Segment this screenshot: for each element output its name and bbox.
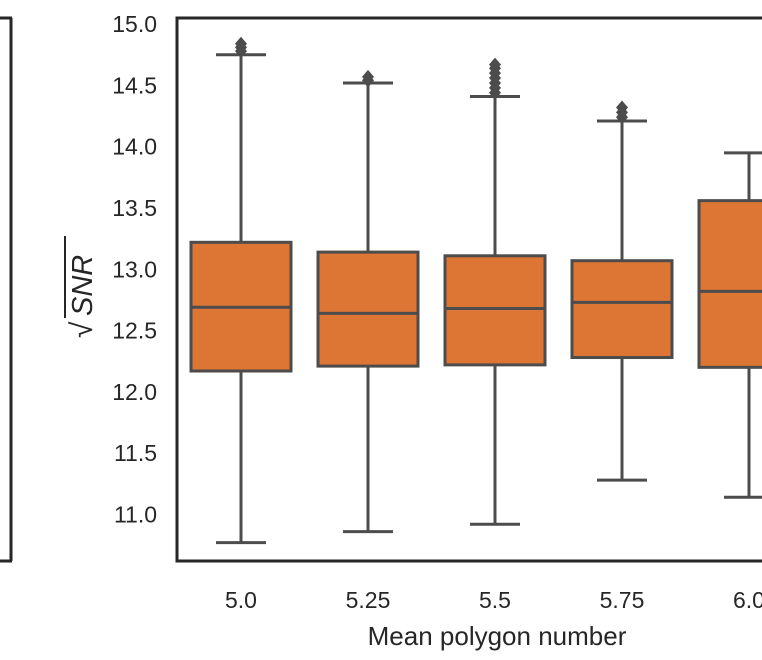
y-tick-label: 13.0 [112, 256, 157, 282]
iqr-box [697, 199, 762, 369]
neighbor-subplot-frame [0, 16, 13, 563]
iqr-box [443, 254, 547, 367]
box-6.0 [697, 151, 762, 499]
y-tick-label: 12.0 [112, 379, 157, 405]
outlier-point [616, 100, 628, 115]
y-tick-label: 14.0 [112, 134, 157, 160]
y-tick-label: 13.5 [112, 195, 157, 221]
outlier-point [235, 36, 247, 51]
x-tick-label: 5.25 [346, 587, 391, 613]
y-tick-label: 11.0 [114, 501, 157, 527]
outlier-point [362, 69, 374, 84]
y-tick-label: 11.5 [114, 440, 157, 466]
box-5.0 [189, 36, 293, 545]
box-5.5 [443, 57, 547, 526]
iqr-box [316, 250, 420, 368]
y-tick-label: 12.5 [112, 318, 157, 344]
box-5.75 [570, 100, 674, 482]
y-tick-label: 15.0 [112, 11, 157, 37]
outlier-point [489, 57, 501, 72]
plot-frame [175, 16, 762, 563]
y-tick-label: 14.5 [112, 72, 157, 98]
y-axis-label-radical: √ [66, 321, 99, 338]
x-tick-labels: 5.0 5.25 5.5 5.75 6.0 [225, 587, 762, 613]
x-tick-label: 6.0 [733, 587, 762, 613]
y-axis-label-text: SNR [67, 255, 99, 316]
y-tick-labels: 11.0 11.5 12.0 12.5 13.0 13.5 14.0 14.5 15.0 [112, 11, 157, 527]
x-tick-label: 5.0 [225, 587, 257, 613]
boxes-layer [189, 36, 762, 545]
x-tick-label: 5.75 [600, 587, 645, 613]
box-5.25 [316, 69, 420, 534]
x-tick-label: 5.5 [479, 587, 511, 613]
y-axis-label: √ SNR [64, 236, 99, 338]
x-axis-label: Mean polygon number [368, 621, 627, 651]
iqr-box [570, 259, 674, 360]
